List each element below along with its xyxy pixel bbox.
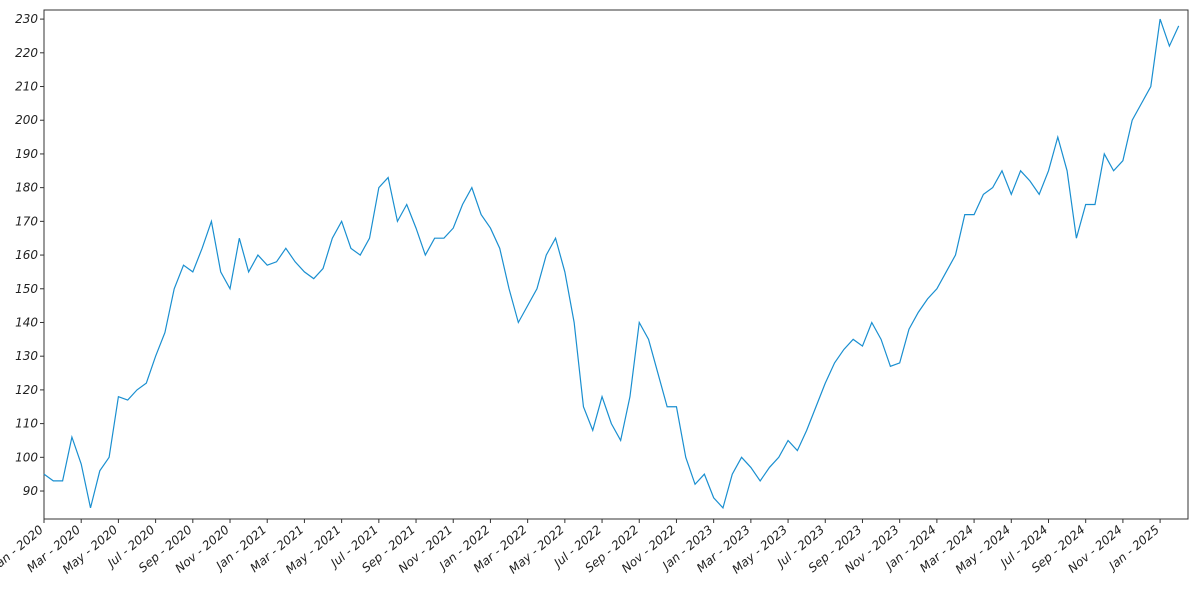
y-tick-label: 120 [15,383,38,397]
y-tick-label: 160 [15,248,38,262]
y-tick-label: 100 [15,450,38,464]
y-tick-label: 210 [15,80,38,94]
y-tick-label: 200 [15,113,38,127]
y-tick-label: 130 [15,349,38,363]
y-tick-label: 190 [15,147,38,161]
y-tick-label: 140 [15,315,38,329]
y-tick-label: 150 [15,282,38,296]
y-tick-label: 180 [15,181,38,195]
y-tick-label: 230 [15,12,38,26]
plot-frame [43,9,1189,520]
y-tick-label: 220 [15,46,38,60]
price-line [43,18,1180,510]
y-tick-label: 170 [15,214,38,228]
y-tick-label: 110 [15,417,38,431]
y-tick-label: 90 [23,484,39,498]
